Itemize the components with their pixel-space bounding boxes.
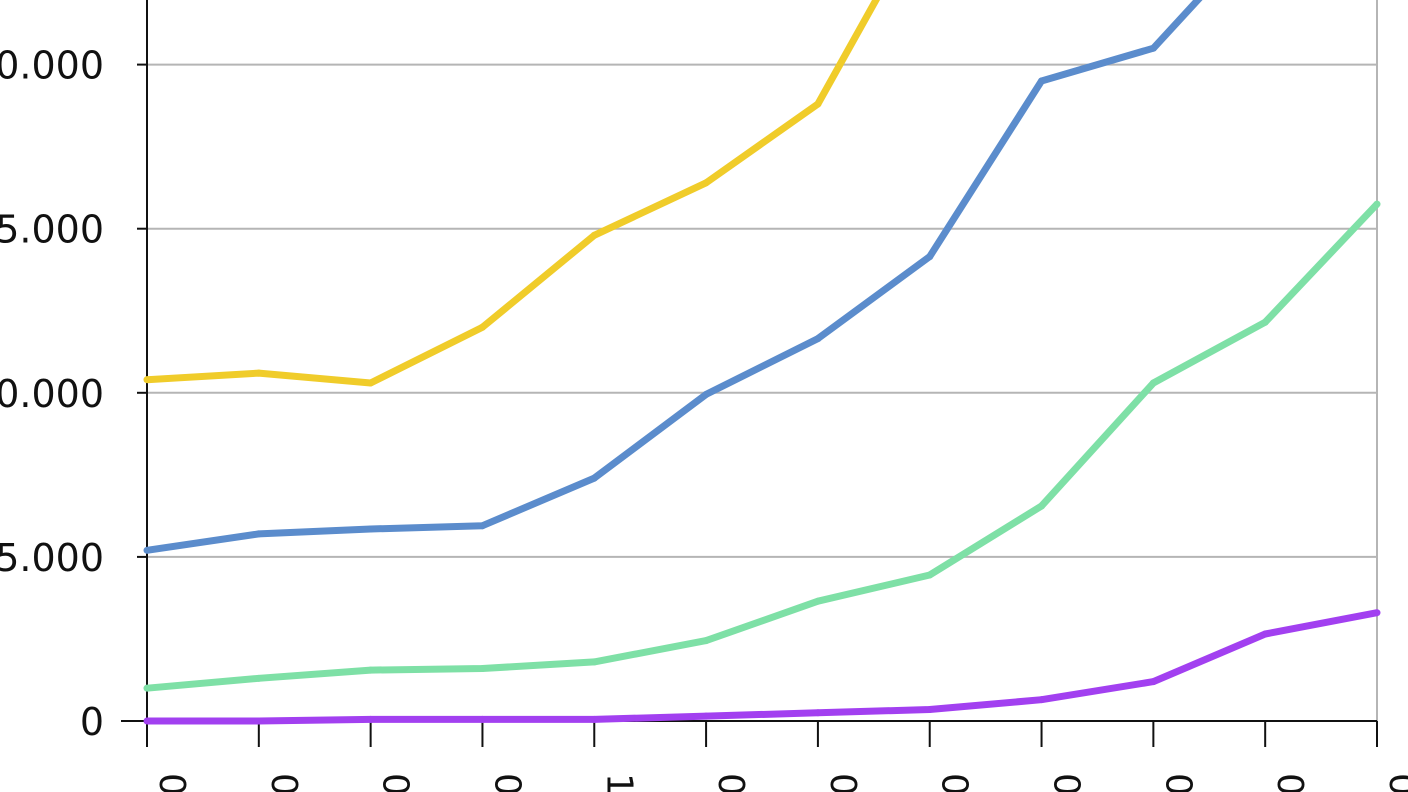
x-tick-label: 0 [1046,773,1087,792]
x-tick-label: 0 [151,773,192,792]
series-4-point [255,717,263,725]
series-3-point [1038,502,1046,510]
series-3-point [1373,200,1381,208]
series-2-point [478,522,486,530]
series-1-point [143,376,151,384]
series-4-point [1149,678,1157,686]
series-2-point [702,390,710,398]
series-2-point [814,335,822,343]
series-4-point [702,712,710,720]
series-1-point [814,100,822,108]
series-2-point [367,525,375,533]
series-3-point [814,597,822,605]
y-tick-label: 15.000 [0,208,104,252]
series-3-point [143,684,151,692]
series-line-4 [147,609,1378,725]
series-1-point [478,323,486,331]
series-4-point [814,709,822,717]
series-2-point [1149,44,1157,52]
series-3-point [367,666,375,674]
series-2-point [590,474,598,482]
series-lines [143,0,1381,725]
y-tick-label: 10.000 [0,372,104,416]
x-tick-label: 0 [486,773,527,792]
series-1-point [367,379,375,387]
series-1-point [590,231,598,239]
y-tick-label: 5.000 [0,536,104,580]
series-2-point [1038,77,1046,85]
series-4-point [1373,609,1381,617]
series-4-point [590,715,598,723]
y-tick-label: 0 [80,700,104,744]
series-1-point [702,179,710,187]
x-tick-label: 1 [598,773,639,792]
series-4-point [367,715,375,723]
series-3-point [926,571,934,579]
y-tick-label: 20.000 [0,44,104,88]
series-3-point [1261,318,1269,326]
series-line-3 [146,201,1380,692]
series-4-point [478,715,486,723]
x-tick-label: 0 [822,773,863,792]
y-tick-labels: 05.00010.00015.00020.00025.00030.00035.0… [0,44,104,744]
series-3-point [478,664,486,672]
x-tick-label: 0 [1381,773,1408,792]
series-3-point [1149,379,1157,387]
series-2-point [143,546,151,554]
series-line-1 [146,0,880,387]
series-2-point [255,530,263,538]
grid-lines [147,63,1377,558]
series-1-point [255,369,263,377]
x-tick-label: 0 [710,773,751,792]
series-3-point [255,674,263,682]
series-4-point [1038,696,1046,704]
series-4-point [1261,630,1269,638]
series-line-2 [146,0,1203,554]
series-2-point [926,253,934,261]
series-4-point [926,706,934,714]
x-tick-label: 0 [375,773,416,792]
x-tick-label: 0 [263,773,304,792]
x-tick-label: 0 [934,773,975,792]
series-3-point [702,637,710,645]
x-tick-label: 0 [1157,773,1198,792]
x-tick-labels: 0 0 0 0 1 0 0 0 0 0 0 0 [151,773,1408,792]
series-3-point [590,658,598,666]
x-tick-label: 0 [1269,773,1310,792]
series-4-point [143,717,151,725]
